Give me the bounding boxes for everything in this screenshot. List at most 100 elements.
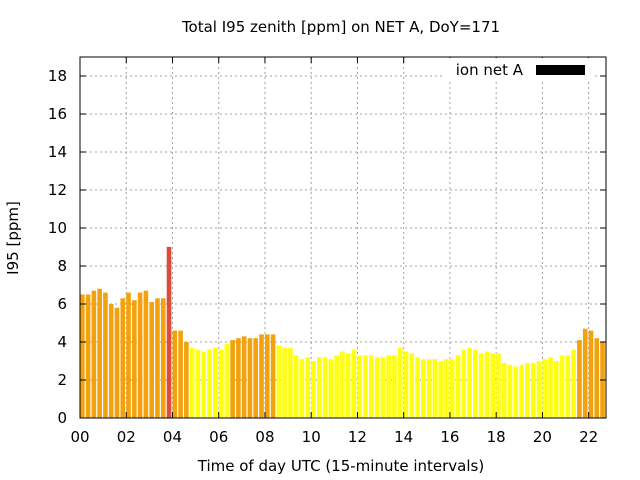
bar xyxy=(559,355,565,418)
bar xyxy=(392,355,397,418)
bar xyxy=(108,304,114,418)
bar xyxy=(594,338,600,418)
legend-swatch xyxy=(536,65,585,75)
y-tick-label: 18 xyxy=(48,67,67,85)
bar xyxy=(149,302,154,418)
y-axis-title: I95 [ppm] xyxy=(4,201,22,275)
chart-title: Total I95 zenith [ppm] on NET A, DoY=171 xyxy=(181,18,500,36)
bar xyxy=(582,328,588,418)
bar xyxy=(513,366,519,418)
bar xyxy=(449,359,455,418)
x-tick-label: 22 xyxy=(579,428,598,446)
bar xyxy=(467,347,472,418)
x-tick-label: 04 xyxy=(163,428,182,446)
y-tick-label: 2 xyxy=(57,371,67,389)
bar xyxy=(276,345,282,418)
bar xyxy=(155,298,160,418)
bar xyxy=(444,359,449,418)
bar xyxy=(519,364,524,418)
bar xyxy=(288,347,293,418)
bar xyxy=(351,349,357,418)
y-tick-label: 4 xyxy=(57,333,67,351)
y-tick-label: 12 xyxy=(48,181,67,199)
y-tick-label: 0 xyxy=(57,409,67,427)
bar xyxy=(184,342,189,418)
bar xyxy=(328,359,334,418)
bar xyxy=(236,338,241,418)
bar xyxy=(438,361,443,418)
bar xyxy=(409,353,415,418)
bar xyxy=(178,330,183,418)
bar xyxy=(484,351,490,418)
bar xyxy=(322,357,328,418)
bar xyxy=(542,359,548,418)
y-tick-label: 16 xyxy=(48,105,67,123)
bar xyxy=(421,359,426,418)
bar xyxy=(293,355,299,418)
bar xyxy=(553,361,559,418)
bar xyxy=(455,355,461,418)
bar xyxy=(80,294,85,418)
bar xyxy=(316,357,322,418)
bar xyxy=(415,357,420,418)
bar xyxy=(212,347,218,418)
bar xyxy=(548,357,553,418)
bar xyxy=(207,349,212,418)
bar xyxy=(501,362,507,418)
bar xyxy=(334,355,339,418)
y-tick-label: 14 xyxy=(48,143,67,161)
bar xyxy=(247,338,253,418)
bar xyxy=(565,355,571,418)
bar xyxy=(403,351,409,418)
legend-label: ion net A xyxy=(456,61,524,79)
y-tick-label: 10 xyxy=(48,219,67,237)
x-tick-label: 10 xyxy=(302,428,321,446)
bar xyxy=(114,307,120,418)
bar xyxy=(137,292,143,418)
x-tick-label: 18 xyxy=(487,428,506,446)
bar xyxy=(525,362,530,418)
bar xyxy=(386,355,391,418)
bar xyxy=(536,361,542,418)
bar xyxy=(201,351,207,418)
bar xyxy=(253,338,259,418)
x-tick-label: 02 xyxy=(117,428,136,446)
x-tick-label: 12 xyxy=(348,428,367,446)
bar xyxy=(369,355,374,418)
x-axis-title: Time of day UTC (15-minute intervals) xyxy=(197,457,484,475)
bar xyxy=(126,292,131,418)
x-tick-label: 06 xyxy=(209,428,228,446)
bar xyxy=(345,353,351,418)
bar xyxy=(282,347,287,418)
bars-layer xyxy=(80,247,605,418)
bar xyxy=(588,330,594,418)
bar xyxy=(571,349,576,418)
bar xyxy=(380,357,386,418)
bar xyxy=(85,294,91,418)
bar xyxy=(363,355,368,418)
bar xyxy=(189,347,195,418)
bar xyxy=(120,298,126,418)
bar xyxy=(166,247,172,418)
bar xyxy=(374,357,380,418)
bar xyxy=(473,349,478,418)
bar xyxy=(577,340,582,418)
bar xyxy=(195,349,201,418)
bar xyxy=(478,353,484,418)
bar xyxy=(91,290,97,418)
grid-layer xyxy=(80,57,606,418)
bar xyxy=(230,340,235,418)
y-tick-label: 8 xyxy=(57,257,67,275)
bar xyxy=(143,290,149,418)
bar xyxy=(264,334,270,418)
bar xyxy=(530,362,536,418)
bar xyxy=(461,349,467,418)
bar xyxy=(160,298,166,418)
bar xyxy=(299,359,305,418)
bar xyxy=(507,364,513,418)
bar xyxy=(426,359,432,418)
x-tick-label: 20 xyxy=(533,428,552,446)
bar xyxy=(132,300,137,418)
bar xyxy=(490,353,496,418)
